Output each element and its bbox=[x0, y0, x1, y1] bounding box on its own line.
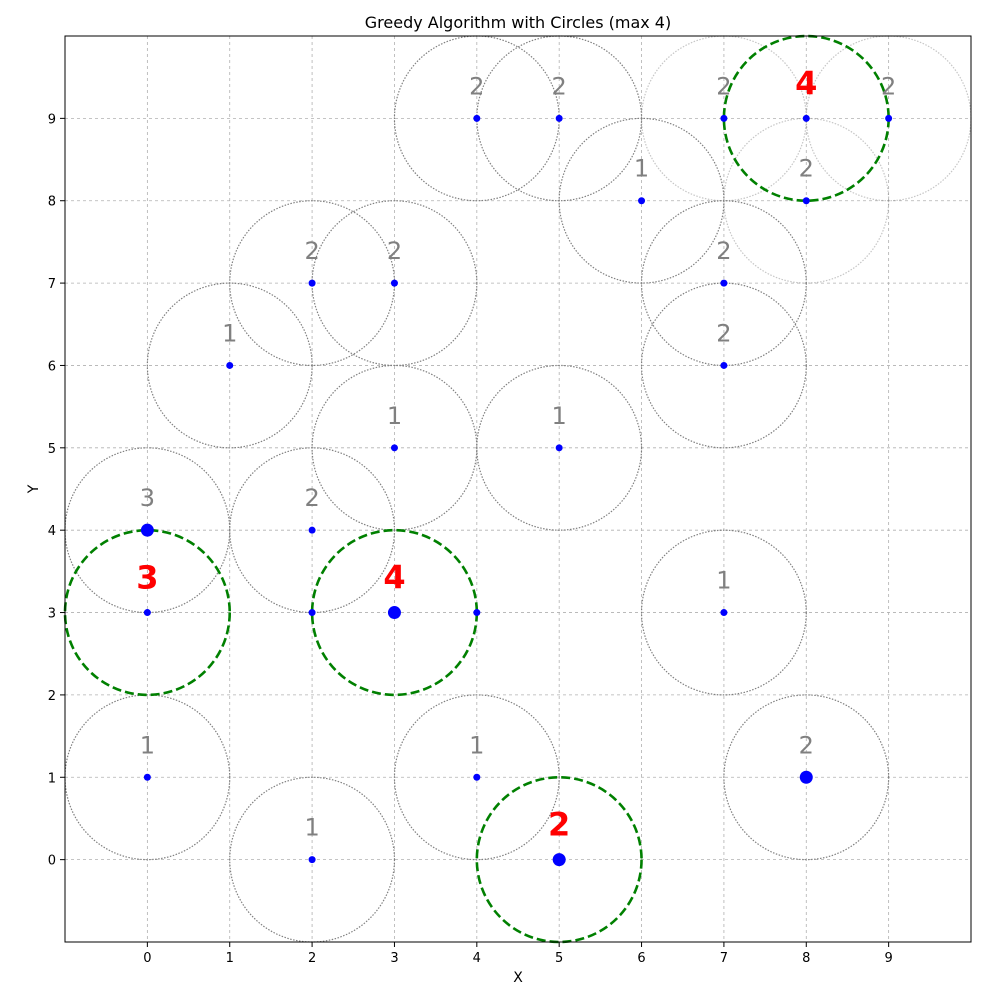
candidate-count-label: 2 bbox=[469, 72, 484, 100]
candidate-count-label: 3 bbox=[140, 484, 155, 512]
candidate-count-label: 2 bbox=[799, 731, 814, 759]
candidate-circle bbox=[640, 529, 807, 696]
candidate-count-label: 2 bbox=[716, 319, 731, 347]
data-point bbox=[143, 609, 151, 617]
x-tick-label: 2 bbox=[308, 951, 316, 966]
candidate-count-label: 1 bbox=[222, 319, 237, 347]
selected-count-label: 4 bbox=[795, 64, 817, 102]
chart-title: Greedy Algorithm with Circles (max 4) bbox=[365, 13, 671, 32]
data-point bbox=[308, 609, 316, 617]
data-point bbox=[638, 197, 646, 205]
selected-count-label: 3 bbox=[136, 559, 158, 597]
x-tick-label: 6 bbox=[637, 951, 645, 966]
candidate-count-label: 1 bbox=[552, 402, 567, 430]
y-tick-label: 4 bbox=[48, 524, 56, 539]
data-point bbox=[390, 444, 398, 452]
candidate-count-label: 2 bbox=[716, 237, 731, 265]
data-point bbox=[308, 856, 316, 864]
x-tick-label: 1 bbox=[226, 951, 234, 966]
data-point bbox=[473, 609, 481, 617]
candidate-circle bbox=[393, 694, 560, 861]
candidate-count-label: 1 bbox=[634, 155, 649, 183]
x-tick-label: 8 bbox=[802, 951, 810, 966]
data-points bbox=[140, 114, 893, 867]
candidate-count-label: 2 bbox=[304, 237, 319, 265]
y-tick-label: 9 bbox=[48, 112, 56, 127]
data-point bbox=[390, 279, 398, 287]
selected-circle bbox=[475, 775, 643, 944]
candidate-circle bbox=[723, 694, 890, 861]
data-point bbox=[140, 523, 154, 537]
y-tick-label: 0 bbox=[48, 854, 56, 869]
x-tick-label: 5 bbox=[555, 951, 563, 966]
candidate-count-label: 1 bbox=[469, 731, 484, 759]
data-point bbox=[720, 361, 728, 369]
candidate-count-label: 2 bbox=[387, 237, 402, 265]
candidate-count-label: 1 bbox=[304, 814, 319, 842]
data-point bbox=[720, 609, 728, 617]
x-tick-label: 3 bbox=[390, 951, 398, 966]
data-point bbox=[885, 114, 893, 122]
x-axis-title: X bbox=[513, 970, 523, 986]
candidate-count-label: 1 bbox=[387, 402, 402, 430]
x-tick-label: 4 bbox=[473, 951, 481, 966]
data-point bbox=[720, 114, 728, 122]
data-point bbox=[308, 526, 316, 534]
data-point bbox=[555, 114, 563, 122]
candidate-circles bbox=[64, 35, 972, 943]
grid bbox=[65, 36, 971, 942]
data-point bbox=[143, 773, 151, 781]
data-point bbox=[308, 279, 316, 287]
y-tick-label: 5 bbox=[48, 442, 56, 457]
data-point bbox=[802, 197, 810, 205]
y-tick-label: 3 bbox=[48, 607, 56, 622]
axis-ticks: 0 1 2 3 4 5 6 7 8 9 0 1 2 3 4 5 6 7 8 9 bbox=[48, 112, 893, 966]
selected-circle bbox=[63, 528, 232, 697]
candidate-count-label: 2 bbox=[799, 155, 814, 183]
x-tick-label: 9 bbox=[884, 951, 892, 966]
y-axis-title: Y bbox=[26, 484, 42, 494]
candidate-count-label: 1 bbox=[140, 731, 155, 759]
data-point bbox=[473, 773, 481, 781]
candidate-count-label: 1 bbox=[716, 567, 731, 595]
data-point bbox=[387, 606, 401, 620]
candidate-count-label: 2 bbox=[716, 72, 731, 100]
candidate-count-label: 2 bbox=[881, 72, 896, 100]
y-tick-label: 7 bbox=[48, 277, 56, 292]
data-point bbox=[555, 444, 563, 452]
data-point bbox=[473, 114, 481, 122]
candidate-circle bbox=[476, 364, 643, 531]
data-point bbox=[802, 114, 810, 122]
data-point bbox=[552, 853, 566, 867]
y-tick-label: 2 bbox=[48, 689, 56, 704]
y-tick-label: 1 bbox=[48, 771, 56, 786]
y-tick-label: 6 bbox=[48, 359, 56, 374]
plot-frame bbox=[64, 35, 972, 943]
count-labels: 2 2 2 2 1 2 2 2 2 1 2 1 1 3 2 1 1 1 2 1 4 3 4 2 bbox=[136, 64, 896, 843]
data-point bbox=[720, 279, 728, 287]
selected-count-label: 2 bbox=[548, 806, 570, 844]
selected-count-label: 4 bbox=[383, 559, 405, 597]
candidate-count-label: 2 bbox=[304, 484, 319, 512]
y-tick-label: 8 bbox=[48, 195, 56, 210]
data-point bbox=[799, 770, 813, 784]
candidate-circle bbox=[146, 282, 313, 449]
x-tick-label: 7 bbox=[720, 951, 728, 966]
data-point bbox=[226, 361, 234, 369]
candidate-count-label: 2 bbox=[552, 72, 567, 100]
x-tick-label: 0 bbox=[143, 951, 151, 966]
